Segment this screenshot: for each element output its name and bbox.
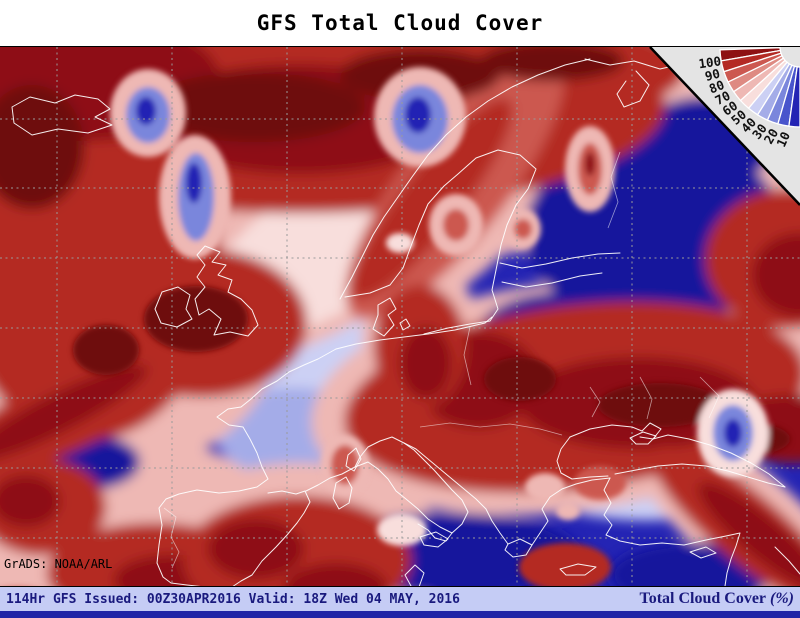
- map-area: 100 90 80 70 60 50 40 30 20 10 GrADS: NOAA/ARL: [0, 46, 800, 618]
- page-title: GFS Total Cloud Cover: [256, 11, 544, 35]
- graticule: [0, 47, 800, 586]
- footer-bar: 114Hr GFS Issued: 00Z30APR2016 Valid: 18…: [0, 587, 800, 611]
- forecast-info-text: 114Hr GFS Issued: 00Z30APR2016 Valid: 18…: [6, 591, 460, 607]
- legend-divider-line: [649, 46, 800, 206]
- footer-accent-strip: [0, 611, 800, 618]
- legend-tick-label: 70: [712, 88, 732, 108]
- legend-tick-label: 20: [761, 126, 782, 147]
- variable-label: Total Cloud Cover (%): [639, 590, 794, 608]
- cloud-field: [0, 47, 800, 586]
- legend-tick-label: 50: [728, 107, 749, 128]
- legend-wedge: [788, 66, 800, 128]
- legend-tick-label: 100: [698, 53, 722, 71]
- legend-tick-label: 80: [707, 77, 726, 96]
- legend-tick-label: 90: [703, 66, 721, 84]
- legend-color-wedges: [719, 47, 800, 128]
- legend-tick-label: 10: [773, 129, 793, 149]
- variable-unit: (%): [770, 590, 794, 607]
- title-bar: GFS Total Cloud Cover: [0, 0, 800, 46]
- variable-name: Total Cloud Cover: [639, 590, 767, 607]
- grads-credit: GrADS: NOAA/ARL: [4, 557, 112, 571]
- legend-tick-label: 60: [719, 98, 740, 119]
- coastlines: [11, 58, 800, 618]
- legend-tick-label: 30: [749, 121, 770, 142]
